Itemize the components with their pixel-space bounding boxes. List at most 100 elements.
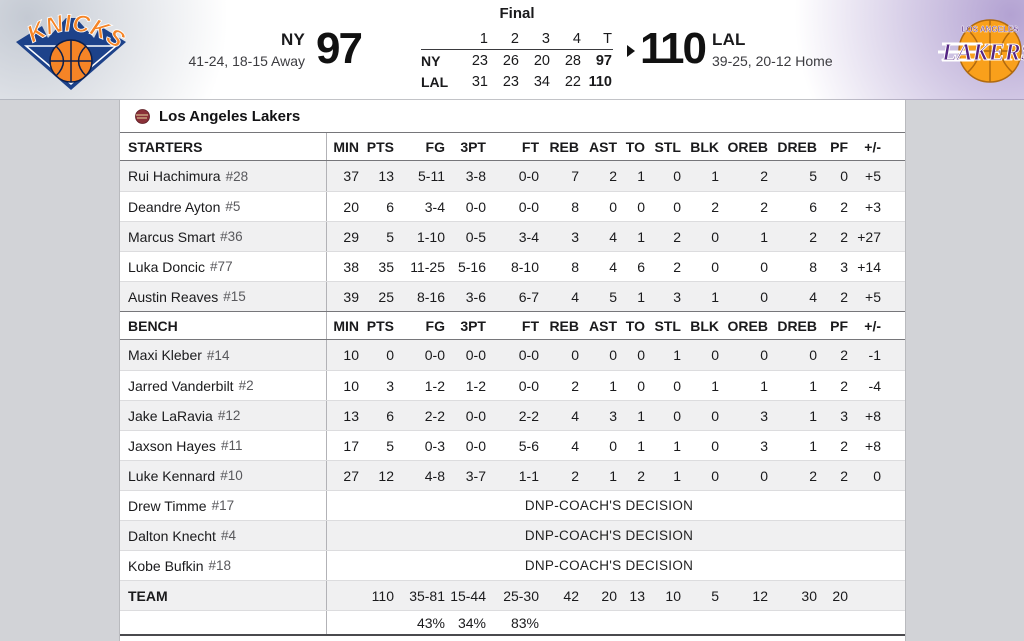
stat-cell: 0-0 xyxy=(518,168,539,184)
stat-cell: 13 xyxy=(378,168,394,184)
stat-cell: 1 xyxy=(609,467,617,484)
stat-cell: 1 xyxy=(637,168,645,184)
table-row: Rui Hachimura #28 37 13 5-11 3-8 0-0 7 2 1 0 1 2 5 0 +5 xyxy=(120,161,905,191)
stat-cell: 2 xyxy=(711,198,719,215)
table-row: Marcus Smart #36 29 5 1-10 0-5 3-4 3 4 1 2 0 1 2 2 +27 xyxy=(120,221,905,251)
stat-cell: 0 xyxy=(637,377,645,394)
stat-cell: 3PT xyxy=(460,317,486,334)
stat-cell: 25-30 xyxy=(503,587,539,604)
stat-cell: STL xyxy=(654,138,681,155)
stat-cell: 1 xyxy=(673,347,681,363)
stat-cell: 37 xyxy=(343,168,359,184)
stat-cell: 0-0 xyxy=(465,198,486,215)
stat-cell: 3 xyxy=(571,228,579,245)
boxscore-team-name: Los Angeles Lakers xyxy=(159,107,301,125)
player-name[interactable]: Jaxson Hayes xyxy=(128,437,216,454)
period-score: 97 xyxy=(595,52,612,69)
linescore-row: LAL 31 23 34 22 110 xyxy=(421,71,613,92)
stat-cell: 0 xyxy=(609,437,617,454)
stat-cell: 0-5 xyxy=(465,228,486,245)
stat-cell: 0 xyxy=(673,377,681,394)
stat-cell: 1 xyxy=(711,377,719,394)
stat-cell: 2 xyxy=(760,198,768,215)
section-header-row: BENCH MIN PTS FG 3PT FT REB AST TO STL BLK OREB DREB… xyxy=(120,311,905,340)
period-score: 20 xyxy=(533,52,550,69)
player-number: #11 xyxy=(220,438,243,453)
stat-cell: 12 xyxy=(752,587,768,604)
stat-cell: 35-81 xyxy=(409,587,445,604)
player-number: #28 xyxy=(225,168,249,184)
stat-cell: 2-2 xyxy=(424,407,445,424)
stat-cell: FT xyxy=(521,317,539,334)
table-row: Jarred Vanderbilt #2 10 3 1-2 1-2 0-0 2 1 0 0 1 1 1 2-… xyxy=(120,370,905,400)
stat-cell: 42 xyxy=(563,587,579,604)
player-name-cell: Marcus Smart #36 xyxy=(120,222,327,251)
stat-cell: MIN xyxy=(333,138,359,155)
stat-cell: +5 xyxy=(865,288,881,305)
stat-cell: DREB xyxy=(777,138,817,155)
stat-cell: 0 xyxy=(637,347,645,363)
stat-cell: 11-25 xyxy=(410,258,445,275)
dnp-status: DNP-COACH'S DECISION xyxy=(524,528,694,543)
stat-cell: 2 xyxy=(809,228,817,245)
stat-cell: 8 xyxy=(571,198,579,215)
player-number: #5 xyxy=(225,199,241,214)
stat-cell: REB xyxy=(549,138,579,155)
player-name[interactable]: Jake LaRavia xyxy=(128,407,213,424)
player-number: #2 xyxy=(238,378,254,393)
stat-cell: 0 xyxy=(673,407,681,424)
stat-cell: 12 xyxy=(378,467,394,484)
stat-cell: FG xyxy=(425,317,445,334)
game-status: Final xyxy=(499,5,535,22)
stat-cell: 13 xyxy=(343,407,359,424)
stat-cell: +3 xyxy=(865,198,881,215)
stat-cell: 3 xyxy=(840,258,848,275)
player-name[interactable]: Drew Timme xyxy=(128,497,207,514)
stat-cell: 0 xyxy=(840,168,848,184)
player-name[interactable]: Jarred Vanderbilt xyxy=(128,377,234,394)
team-total-label: TEAM xyxy=(120,581,327,610)
player-name-cell: Deandre Ayton #5 xyxy=(120,192,327,221)
dnp-status: DNP-COACH'S DECISION xyxy=(524,558,694,573)
player-name[interactable]: Marcus Smart xyxy=(128,228,216,245)
stat-cell: 110 xyxy=(371,587,394,604)
stat-cell: 2-2 xyxy=(518,407,539,424)
stat-cell: 0-3 xyxy=(424,437,445,454)
stat-cell: 8-10 xyxy=(510,258,539,275)
stat-cell: 3 xyxy=(760,407,768,424)
knicks-logo-icon: KNICKS xyxy=(12,8,130,97)
table-row: Luke Kennard #10 27 12 4-8 3-7 1-1 2 1 2 1 0 0 2 2 0 xyxy=(120,460,905,490)
stat-cell: 17 xyxy=(343,437,359,454)
section-divider xyxy=(120,634,905,636)
stat-cell: -4 xyxy=(868,377,881,394)
stat-cell: 2 xyxy=(840,347,848,363)
stat-cell: 43% xyxy=(416,614,445,631)
player-name[interactable]: Deandre Ayton xyxy=(128,198,221,215)
away-team-abbr[interactable]: NY xyxy=(280,30,305,49)
period-label: 1 xyxy=(479,31,488,47)
home-team-abbr[interactable]: LAL xyxy=(712,30,746,49)
player-name[interactable]: Kobe Bufkin xyxy=(128,557,204,574)
stat-cell: REB xyxy=(549,317,579,334)
stat-cell: 5 xyxy=(386,437,394,454)
player-name-cell: Kobe Bufkin #18 xyxy=(120,551,327,580)
table-row: Jake LaRavia #12 13 6 2-2 0-0 2-2 4 3 1 0 0 3 1 3 +8 xyxy=(120,400,905,430)
home-team-record: 39-25, 20-12 Home xyxy=(712,53,833,69)
stat-cell: 6 xyxy=(809,198,817,215)
boxscore-team-header[interactable]: Los Angeles Lakers xyxy=(120,100,905,132)
player-name[interactable]: Austin Reaves xyxy=(128,288,219,305)
player-name[interactable]: Maxi Kleber xyxy=(128,347,202,363)
player-name[interactable]: Dalton Knecht xyxy=(128,527,216,544)
scoreboard-header: KNICKS LOS ANGELES LAKERS NY 41-24, 18-1… xyxy=(0,0,1024,100)
team-totals-row: TEAM 110 35-81 15-44 25-30 42 20 13 10 5 12 30 20 xyxy=(120,580,905,610)
stat-cell: 3PT xyxy=(460,138,486,155)
right-arrow-icon xyxy=(627,45,635,57)
player-name[interactable]: Luke Kennard xyxy=(128,467,216,484)
player-name[interactable]: Rui Hachimura xyxy=(128,168,221,184)
stat-cell: 2 xyxy=(571,467,579,484)
player-name[interactable]: Luka Doncic xyxy=(128,258,206,275)
stat-cell: +5 xyxy=(865,168,881,184)
stat-cell: 0 xyxy=(760,258,768,275)
stat-cell: 2 xyxy=(809,467,817,484)
stat-cell: 0 xyxy=(760,288,768,305)
